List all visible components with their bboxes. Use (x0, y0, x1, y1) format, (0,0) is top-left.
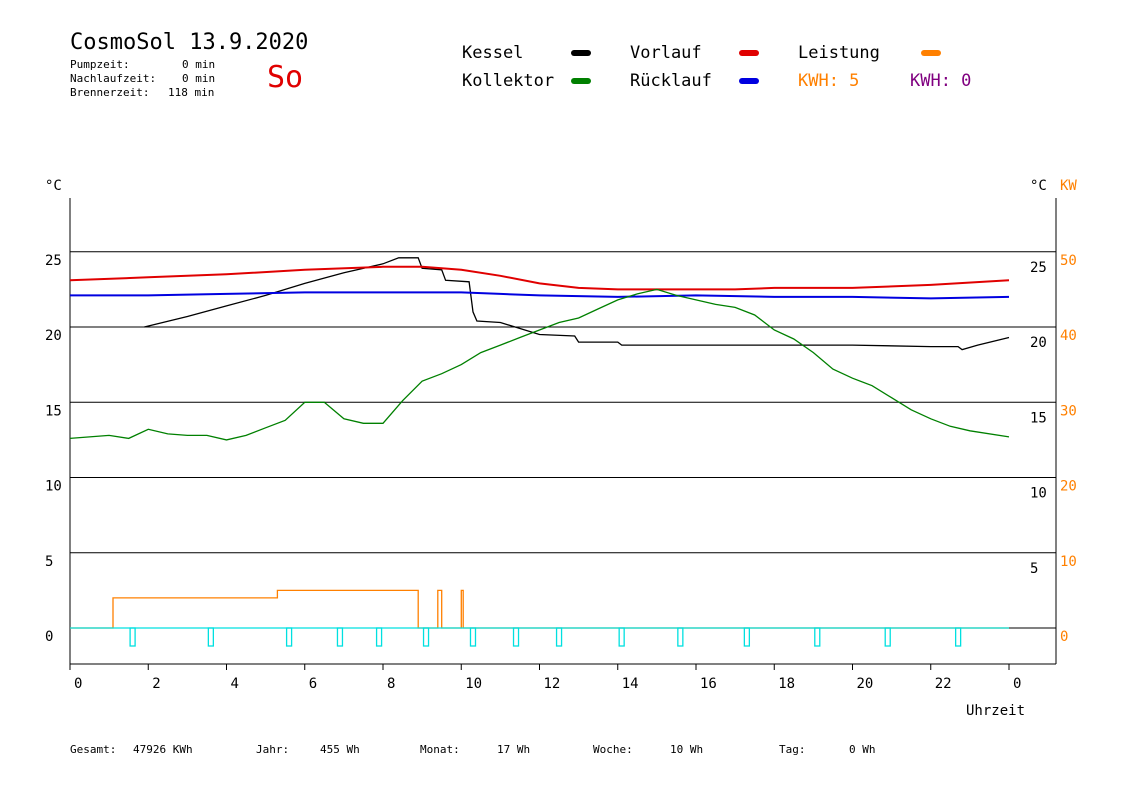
footer-gesamt-label: Gesamt: (70, 743, 117, 756)
series-line-kollektor (69, 288, 1010, 441)
nachlaufzeit-value: 0 min (182, 72, 216, 85)
x-tick-label: 10 (465, 676, 482, 692)
pump-pulse (743, 627, 751, 647)
pump-pulse (884, 627, 891, 647)
nachlaufzeit-label: Nachlaufzeit: (70, 72, 157, 85)
x-tick-label: 8 (387, 676, 395, 692)
legend-kessel-swatch (571, 50, 591, 56)
legend-leistung-swatch (921, 50, 941, 56)
y-tick-label-left: 15 (45, 403, 62, 419)
page-title: CosmoSol 13.9.2020 (70, 30, 309, 55)
pump-pulse (336, 627, 344, 647)
legend-kollektor-label: Kollektor (462, 71, 555, 91)
legend-kollektor-swatch (571, 78, 591, 84)
y-tick-label-left: 25 (45, 253, 62, 269)
pump-pulse (285, 627, 293, 647)
footer-tag-value: 0 Wh (849, 743, 876, 756)
series-line-vorlauf (69, 265, 1010, 291)
brennerzeit-value: 118 min (168, 86, 215, 99)
legend-leistung-label: Leistung (798, 43, 880, 63)
y-tick-label-left: 10 (45, 479, 62, 495)
footer-jahr-value: 455 Wh (320, 743, 360, 756)
pump-pulse (954, 627, 962, 647)
pump-pulse (207, 627, 215, 647)
y-tick-label-power: 40 (1060, 328, 1077, 344)
y-tick-label-left: 0 (45, 629, 53, 645)
pumpzeit-value: 0 min (182, 58, 216, 71)
footer-woche-label: Woche: (593, 743, 633, 756)
y-tick-label-power: 30 (1060, 403, 1077, 419)
pump-pulse (375, 627, 383, 647)
pump-pulse (677, 627, 684, 647)
x-tick-label: 14 (622, 676, 639, 692)
y-axis-unit-left: °C (45, 178, 62, 194)
kwh-solar-label: KWH: 5 (798, 71, 860, 91)
x-tick-label: 12 (544, 676, 561, 692)
y-axis-unit-power: KW (1060, 178, 1077, 194)
y-tick-label-right: 15 (1030, 410, 1047, 426)
pump-pulse (422, 627, 430, 647)
y-tick-label-power: 10 (1060, 554, 1077, 570)
x-tick-label: 18 (778, 676, 795, 692)
footer-jahr-label: Jahr: (256, 743, 290, 756)
y-tick-label-right: 10 (1030, 486, 1047, 502)
x-tick-label: 20 (857, 676, 874, 692)
y-tick-label-power: 0 (1060, 629, 1068, 645)
x-tick-label: 6 (309, 676, 317, 692)
legend-kessel-label: Kessel (462, 43, 524, 63)
pump-pulse (814, 627, 821, 647)
footer-tag-label: Tag: (779, 743, 806, 756)
y-tick-label-power: 50 (1060, 253, 1077, 269)
y-tick-label-left: 5 (45, 554, 53, 570)
x-axis-label: Uhrzeit (966, 703, 1025, 719)
legend-ruecklauf-label: Rücklauf (630, 71, 712, 91)
pumpzeit-label: Pumpzeit: (70, 58, 130, 71)
footer-gesamt-value: 47926 KWh (133, 743, 193, 756)
kwh-burner-label: KWH: 0 (910, 71, 972, 91)
y-tick-label-right: 25 (1030, 260, 1047, 276)
legend-vorlauf-swatch (739, 50, 759, 56)
brennerzeit-label: Brennerzeit: (70, 86, 150, 99)
legend-ruecklauf-swatch (739, 78, 759, 84)
x-tick-label: 0 (1013, 676, 1021, 692)
series-line-kessel (144, 257, 1010, 351)
y-axis-unit-right: °C (1030, 178, 1047, 194)
pump-pulse (618, 627, 625, 647)
x-tick-label: 16 (700, 676, 717, 692)
footer-woche-value: 10 Wh (670, 743, 704, 756)
series-line-ruecklauf (70, 291, 1010, 300)
y-tick-label-right: 20 (1030, 335, 1047, 351)
series-line-leistung (70, 589, 1009, 629)
weekday-label: So (267, 60, 304, 95)
footer-monat-label: Monat: (420, 743, 460, 756)
x-tick-label: 22 (935, 676, 952, 692)
pump-pulse (555, 627, 563, 647)
footer-monat-value: 17 Wh (497, 743, 531, 756)
x-tick-label: 0 (74, 676, 82, 692)
x-tick-label: 2 (152, 676, 160, 692)
pump-pulse (469, 627, 477, 647)
pump-pulse (512, 627, 520, 647)
x-tick-label: 4 (231, 676, 239, 692)
legend-vorlauf-label: Vorlauf (630, 43, 702, 63)
y-tick-label-left: 20 (45, 328, 62, 344)
y-tick-label-right: 5 (1030, 561, 1038, 577)
y-tick-label-power: 20 (1060, 479, 1077, 495)
pump-pulse (129, 627, 136, 647)
